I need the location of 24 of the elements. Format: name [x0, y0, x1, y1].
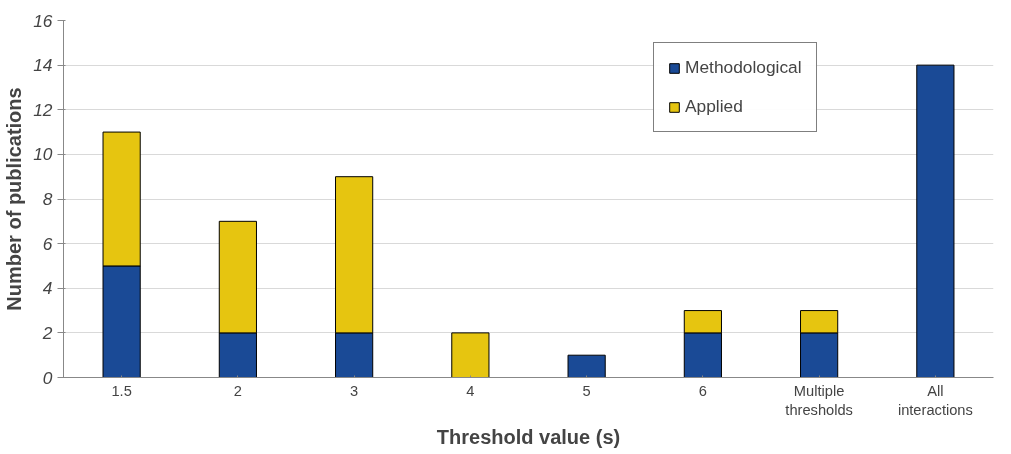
- x-tick-label: 5: [582, 382, 591, 399]
- y-tick-label: 14: [33, 55, 53, 76]
- y-tick-label: 16: [33, 10, 53, 31]
- bar: [916, 64, 955, 378]
- bar: [567, 354, 606, 378]
- x-tick-label: 1.5: [111, 382, 132, 399]
- x-tick-label: 4: [466, 382, 475, 399]
- x-tick-label: 3: [350, 382, 359, 399]
- y-tick-label: 2: [41, 322, 53, 343]
- x-tick-label: Multiple thresholds: [785, 382, 853, 418]
- y-tick-label: 6: [42, 233, 53, 254]
- y-tick-label: 0: [42, 367, 53, 388]
- x-tick-label: All interactions: [897, 382, 973, 418]
- legend-label: Methodological: [685, 57, 802, 78]
- x-axis-title: Threshold value (s): [436, 425, 621, 448]
- x-tick-label: 6: [698, 382, 707, 399]
- x-tick-label: 2: [233, 382, 242, 399]
- legend-label: Applied: [685, 96, 743, 117]
- bar: [451, 332, 490, 378]
- y-tick-label: 4: [42, 278, 53, 299]
- y-tick-label: 10: [33, 144, 53, 165]
- y-tick-label: 12: [33, 99, 53, 120]
- y-axis-title: Number of publications: [3, 87, 26, 311]
- y-tick-label: 8: [42, 189, 53, 209]
